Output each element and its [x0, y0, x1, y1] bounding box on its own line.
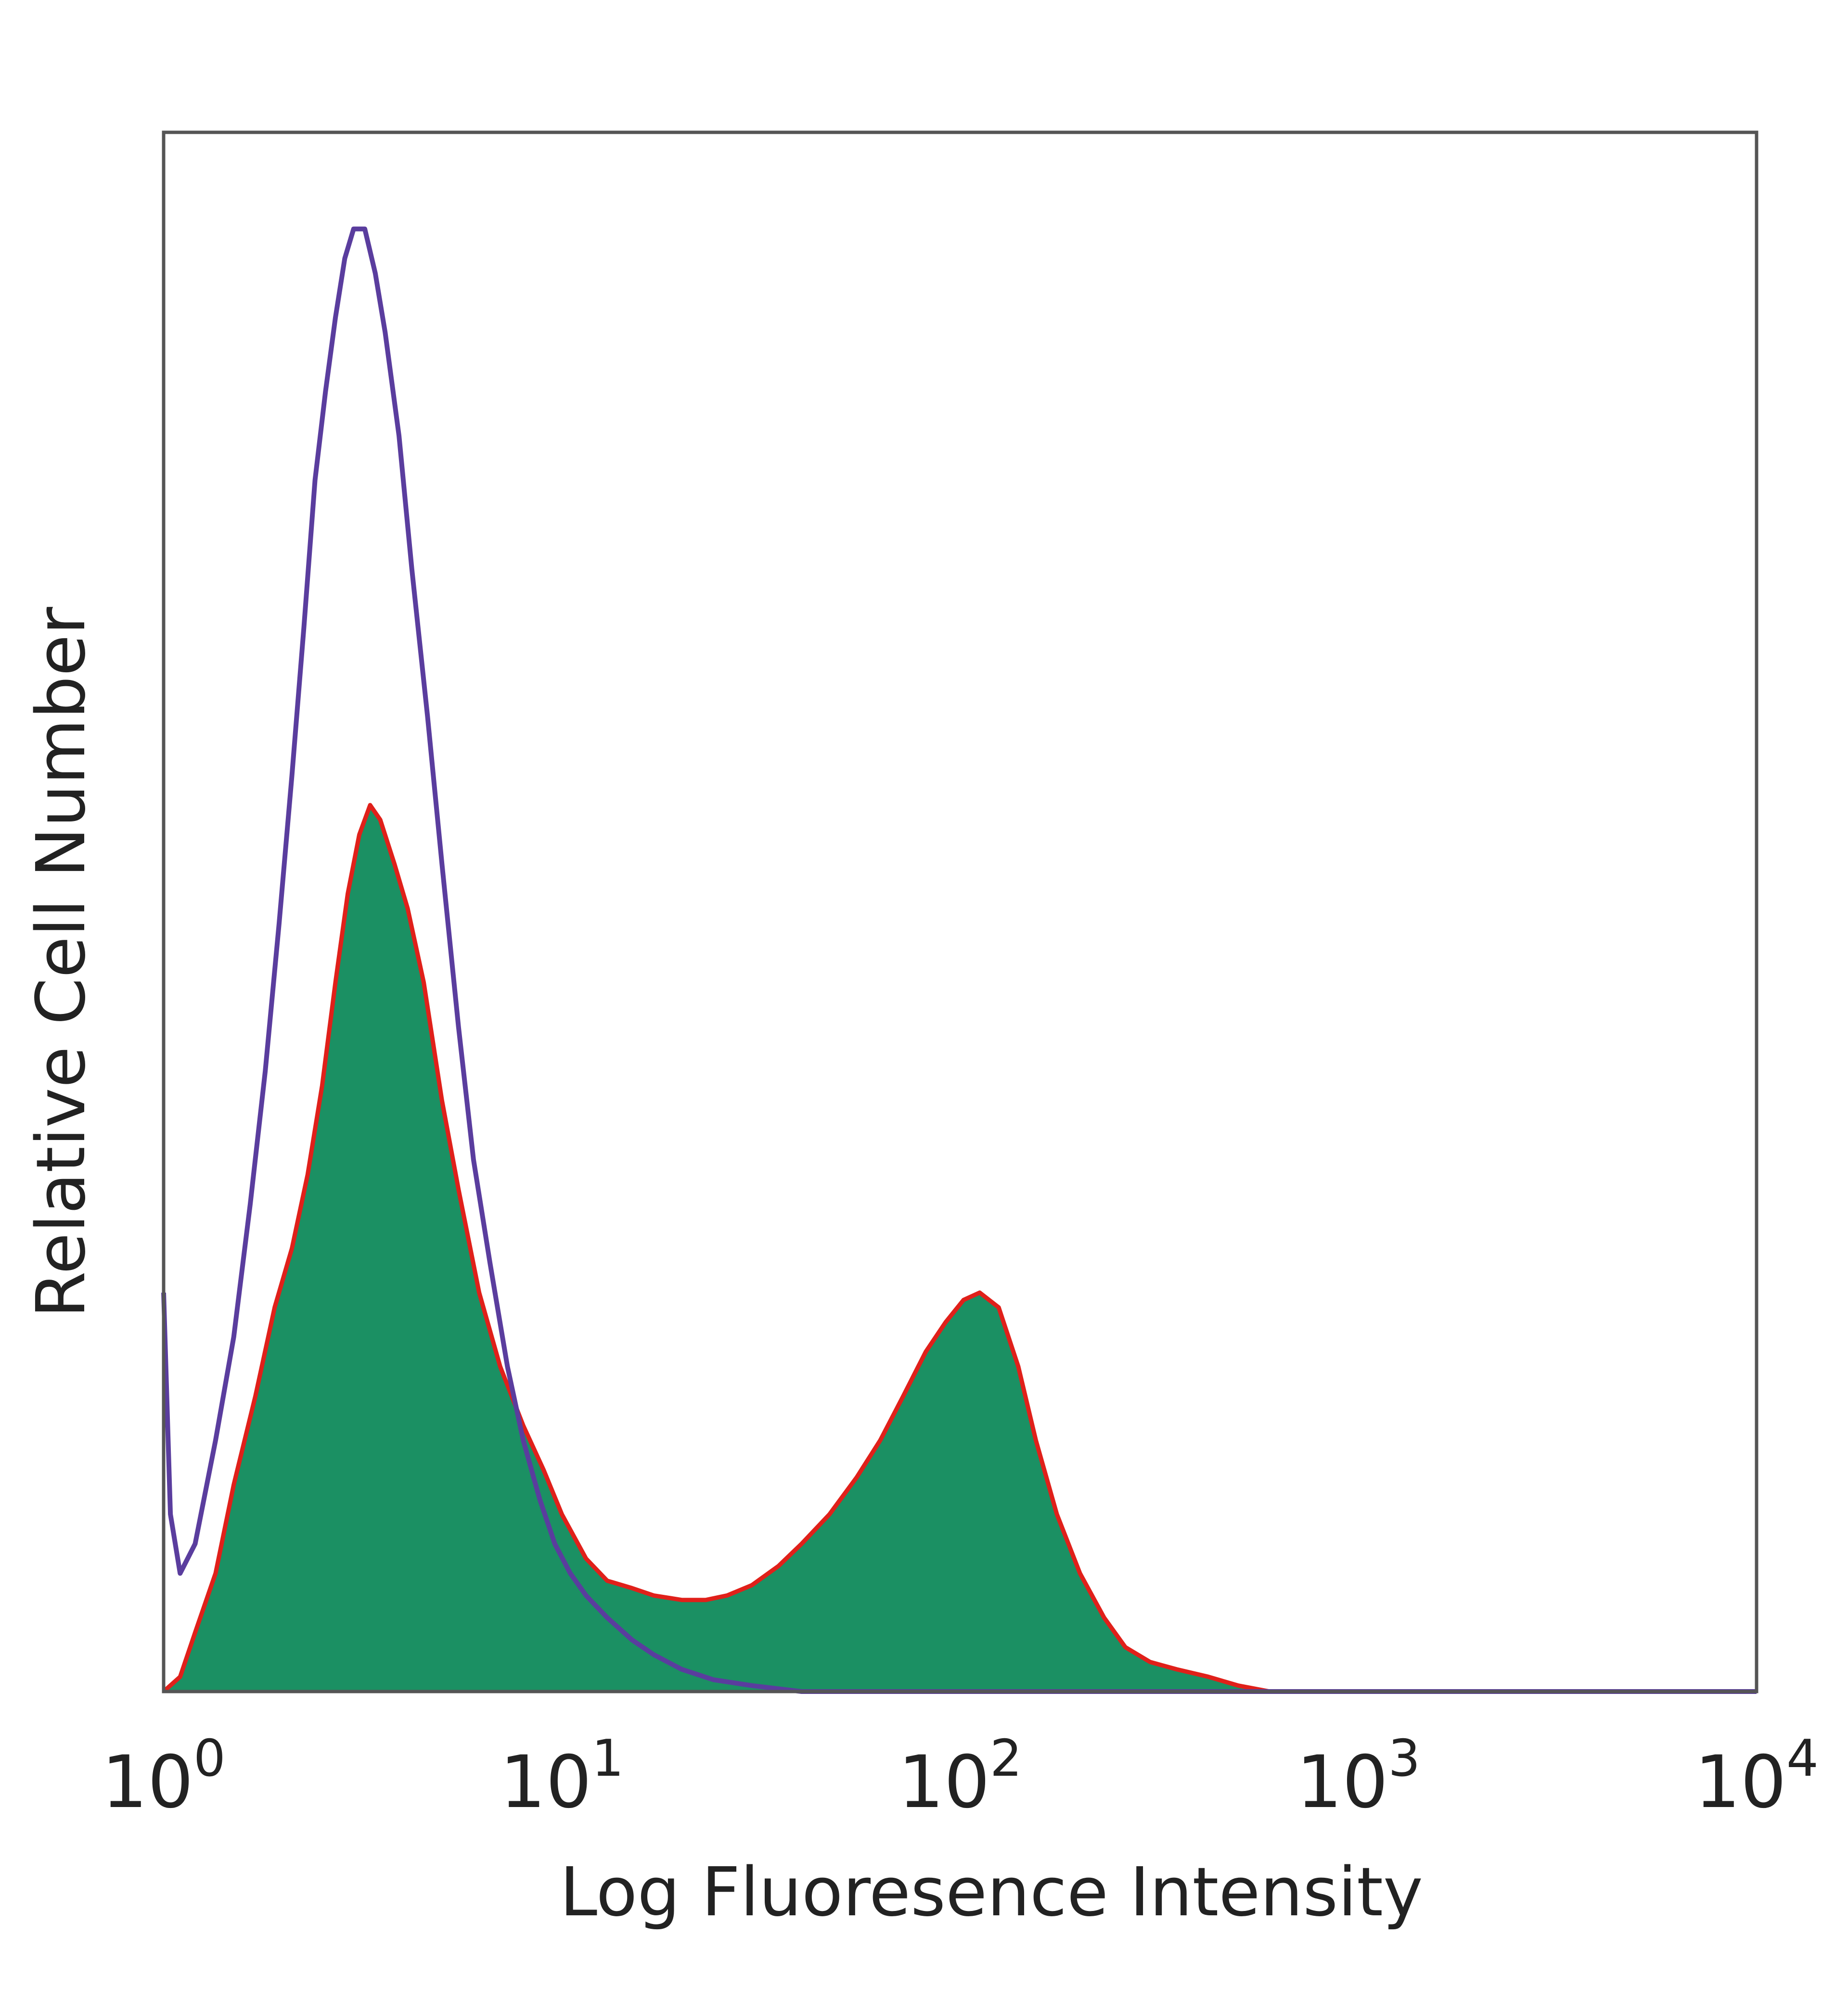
x-tick-base-0: 10 [102, 1741, 193, 1824]
series-0-filled-area [164, 805, 1757, 1692]
x-tick-base-3: 10 [1296, 1741, 1388, 1824]
y-axis-title: Relative Cell Number [22, 607, 101, 1318]
series-0-area-edge [162, 803, 1757, 1694]
x-tick-exponent-3: 3 [1388, 1729, 1421, 1788]
x-tick-exponent-2: 2 [990, 1729, 1022, 1788]
series-1-line [161, 226, 1757, 1694]
plot-area [161, 130, 1758, 1694]
x-tick-label-3: 103 [1296, 1729, 1421, 1824]
x-tick-base-1: 10 [500, 1741, 592, 1824]
x-axis-ticks: 100 101 102 103 104 [102, 1729, 1819, 1824]
x-tick-exponent-1: 1 [592, 1729, 624, 1788]
x-axis-title: Log Fluoresence Intensity [560, 1853, 1423, 1932]
x-tick-label-0: 100 [102, 1729, 226, 1824]
x-tick-exponent-0: 0 [193, 1729, 226, 1788]
plot-frame [162, 130, 1758, 1693]
x-tick-exponent-4: 4 [1786, 1729, 1819, 1788]
x-tick-base-4: 10 [1694, 1741, 1786, 1824]
x-tick-label-1: 101 [500, 1729, 624, 1824]
x-tick-label-4: 104 [1694, 1729, 1819, 1824]
x-tick-label-2: 102 [898, 1729, 1022, 1824]
x-tick-base-2: 10 [898, 1741, 990, 1824]
